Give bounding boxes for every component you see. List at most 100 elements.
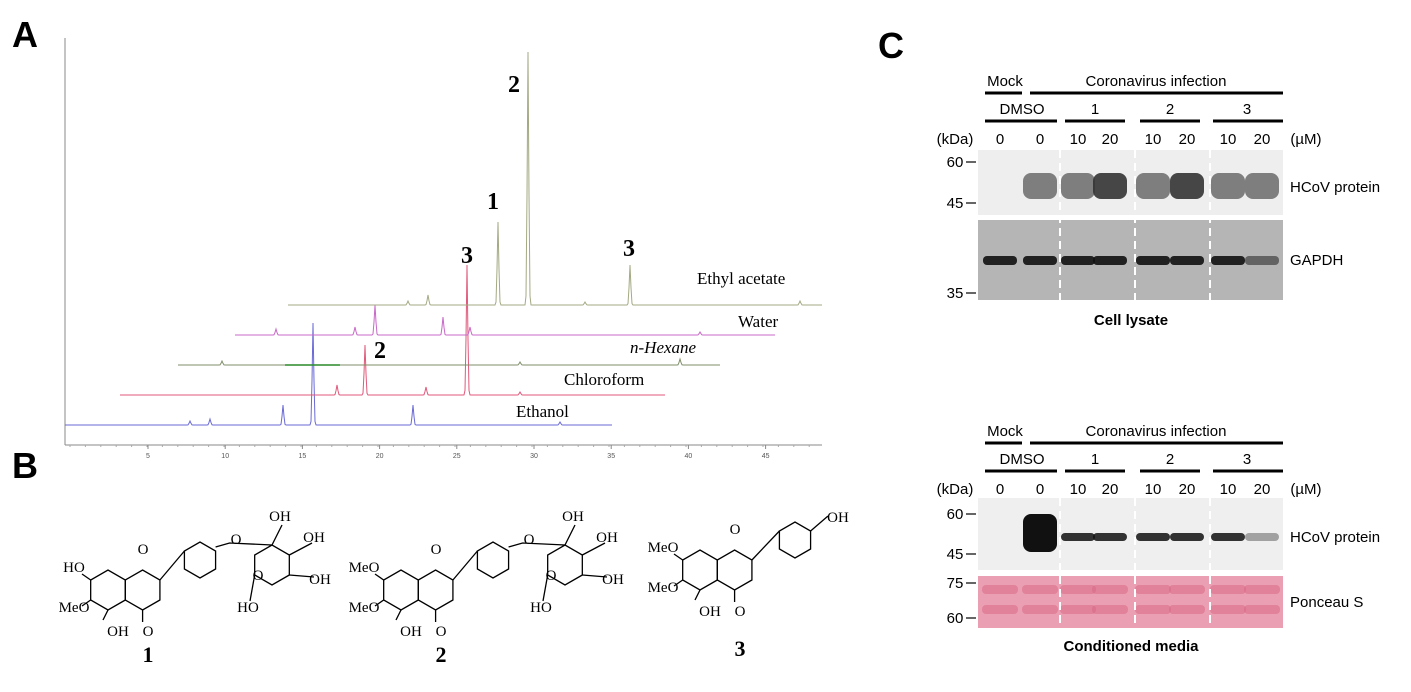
x-tick-label: 40 [685,453,693,460]
atom: O [546,568,557,584]
label: 60 [947,506,964,523]
label: 35 [947,285,964,302]
x-tick-label: 35 [607,453,615,460]
label: 20 [1179,131,1196,148]
band [1169,605,1205,614]
bond [289,574,315,578]
band [1023,173,1057,199]
atom: MeO [59,600,90,616]
label: 10 [1070,131,1087,148]
atom: O [436,624,447,640]
bond [508,542,566,548]
atom: OH [303,530,325,546]
atom: OH [602,572,624,588]
band [1023,256,1057,265]
band [983,256,1017,265]
label: 3 [1243,101,1251,118]
label: 10 [1220,481,1237,498]
band [1211,256,1245,265]
bond [582,574,608,578]
peak-labels: 2 1 3 3 2 [374,72,635,364]
x-tick-label: 30 [530,453,538,460]
band [1093,533,1127,541]
trace-name: n-Hexane [630,338,697,357]
band [982,605,1018,614]
trace-labels: Ethyl acetate Water n-Hexane Chloroform … [516,269,785,421]
band [1136,533,1170,541]
band [1245,256,1279,265]
label: Mock [987,423,1023,440]
label: 20 [1102,131,1119,148]
bond [778,521,812,559]
panel-label: A [12,14,38,55]
label: (kDa) [937,481,974,498]
bond [81,573,92,581]
bond [417,569,454,611]
band [1060,605,1096,614]
band [1245,173,1279,199]
atom: OH [562,509,584,525]
label: 0 [1036,131,1044,148]
compound-number: 1 [143,642,154,667]
atom: O [253,568,264,584]
atom: O [735,604,746,620]
atom: O [138,542,149,558]
band [1061,533,1095,541]
band [1135,585,1171,594]
band [1245,533,1279,541]
trace-name: Ethanol [516,402,569,421]
axes [64,38,822,446]
bond [183,541,217,579]
bond [582,542,606,556]
label: 2 [1166,101,1174,118]
atom: OH [269,509,291,525]
atom: HO [237,600,259,616]
label: (kDa) [937,131,974,148]
panel-label: B [12,445,38,486]
band [1135,605,1171,614]
bond [383,569,419,611]
band [1060,585,1096,594]
band [1210,585,1246,594]
label: DMSO [1000,101,1045,118]
label: 20 [1254,481,1271,498]
label: 2 [1166,451,1174,468]
atom: OH [596,530,618,546]
bond [90,569,126,611]
bond [249,574,256,602]
band [1023,514,1057,552]
label: 20 [1179,481,1196,498]
x-tick-label: 25 [453,453,461,460]
label: 10 [1145,131,1162,148]
band [1136,173,1170,199]
label: Cell lysate [1094,312,1168,329]
band [1210,605,1246,614]
label: Coronavirus infection [1086,423,1227,440]
bond [716,549,753,591]
atom: OH [699,604,721,620]
label: 0 [1036,481,1044,498]
x-tick-label: 10 [221,453,229,460]
peak-label: 3 [461,243,473,269]
band [1061,173,1095,199]
label: HCoV protein [1290,179,1380,196]
x-tick-label: 15 [299,453,307,460]
x-tick-label: 20 [376,453,384,460]
trace-name: Ethyl acetate [697,269,785,288]
x-tick-label: 45 [762,453,770,460]
bond [673,579,684,587]
label: GAPDH [1290,252,1343,269]
atom: O [524,532,535,548]
atom: HO [63,560,85,576]
atom: HO [530,600,552,616]
band [1244,585,1280,594]
bond [271,524,283,546]
label: 10 [1145,481,1162,498]
band [1093,173,1127,199]
band [1092,585,1128,594]
atom: O [143,624,154,640]
chromatogram [288,51,822,306]
band [1022,605,1058,614]
atom: MeO [349,600,380,616]
peak-label: 2 [374,338,386,364]
